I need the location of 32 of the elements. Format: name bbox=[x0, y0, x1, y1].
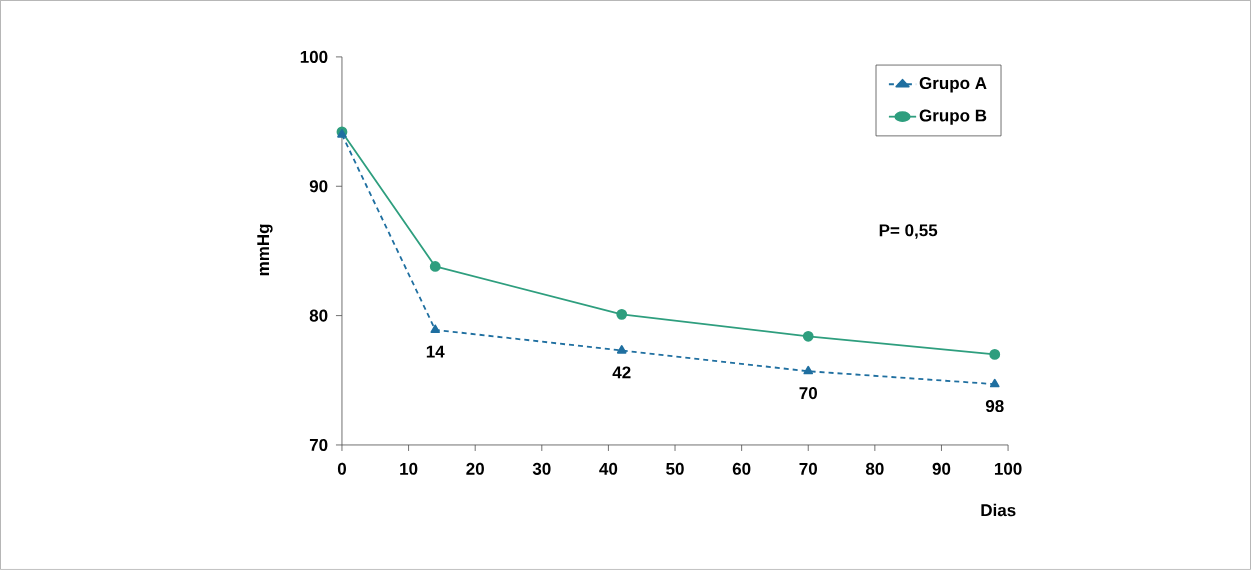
point bbox=[429, 261, 441, 272]
point bbox=[616, 308, 628, 320]
x-tick-label: 10 bbox=[400, 462, 418, 475]
y-tick-label: 100 bbox=[300, 50, 328, 63]
point bbox=[802, 330, 814, 342]
x-tick-label: 0 bbox=[337, 462, 346, 475]
legend-label: Grupo B bbox=[919, 109, 987, 125]
x-tick-label: 80 bbox=[865, 462, 884, 475]
x-tick-label: 50 bbox=[666, 462, 684, 475]
x-tick-label: 70 bbox=[799, 462, 817, 475]
x-tick-label: 40 bbox=[599, 462, 618, 475]
y-tick-label: 90 bbox=[309, 180, 328, 193]
x-tick-label: 60 bbox=[732, 462, 751, 475]
x-tick-label: 100 bbox=[994, 462, 1022, 475]
annotation: 14 bbox=[426, 345, 445, 358]
point bbox=[989, 378, 1000, 388]
annotation: P= 0,55 bbox=[879, 224, 938, 239]
annotation: 98 bbox=[985, 400, 1004, 413]
point bbox=[430, 324, 441, 334]
x-tick-label: 30 bbox=[532, 462, 551, 475]
y-tick-label: 70 bbox=[309, 438, 328, 452]
annotation: 42 bbox=[612, 366, 631, 379]
annotation: 70 bbox=[799, 387, 817, 400]
legend-label: Grupo A bbox=[919, 77, 987, 93]
x-axis-title: Dias bbox=[981, 503, 1016, 517]
x-tick-label: 90 bbox=[932, 462, 951, 475]
point bbox=[803, 365, 814, 375]
y-axis-title: mmHg bbox=[257, 224, 273, 276]
x-tick-label: 20 bbox=[466, 462, 484, 475]
point bbox=[616, 345, 627, 354]
point bbox=[989, 349, 1001, 360]
y-tick-label: 80 bbox=[309, 309, 328, 322]
